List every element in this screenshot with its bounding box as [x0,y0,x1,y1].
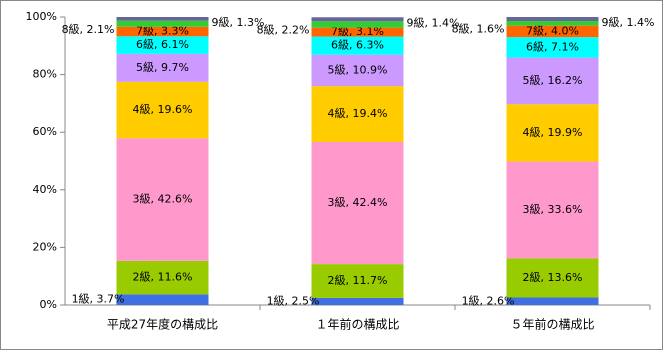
bar-segment [116,17,209,21]
data-label: 7級, 4.0% [526,24,579,37]
bar-segment [506,37,599,58]
bar-segment [506,258,599,298]
x-tick-label: １年前の構成比 [315,317,399,332]
y-tick-label: 80% [33,68,57,81]
bar-segment [311,141,404,265]
data-label: 9級, 1.4% [407,16,460,29]
bar-segment [506,161,599,259]
bar-segment [311,86,404,142]
x-tick-label: 平成27年度の構成比 [107,317,218,332]
data-label: 8級, 1.6% [452,22,505,35]
data-label: 3級, 42.6% [133,193,193,206]
bar-segment [311,21,404,28]
bar-segment [116,81,209,139]
data-label: 4級, 19.6% [133,103,193,116]
y-tick-label: 60% [33,125,57,138]
y-tick-label: 0% [40,298,57,311]
data-label: 6級, 7.1% [526,40,579,53]
bar-segment [116,26,209,37]
bar-segment [116,294,209,305]
bar-segment [311,27,404,37]
data-label: 3級, 33.6% [523,203,583,216]
data-label: 5級, 9.7% [136,61,189,74]
bar-segment [311,17,404,22]
y-tick-label: 100% [26,10,57,23]
x-tick-label: ５年前の構成比 [510,317,594,332]
bar-segment [116,138,209,261]
data-label: 9級, 1.3% [212,16,265,29]
data-label: 8級, 2.1% [62,23,115,36]
data-label: 6級, 6.3% [331,39,384,52]
bar-segment [311,264,404,298]
data-label: 7級, 3.3% [136,25,189,38]
bar-segment [311,297,404,305]
bar-segment [116,36,209,54]
data-label: 5級, 10.9% [328,63,388,76]
bar-segment [506,57,599,105]
data-label: 1級, 2.6% [462,294,515,307]
bar-segment [116,53,209,82]
data-label: 4級, 19.4% [328,107,388,120]
data-label: 1級, 2.5% [267,294,320,307]
data-label: 9級, 1.4% [602,16,655,29]
data-label: 6級, 6.1% [136,38,189,51]
bar-segment [116,260,209,295]
data-label: 2級, 13.6% [523,271,583,284]
data-label: 4級, 19.9% [523,126,583,139]
bar-segment [311,54,404,87]
bar-segment [506,17,599,22]
data-label: 2級, 11.6% [133,271,193,284]
bar-segment [506,104,599,162]
bar-segment [116,20,209,27]
data-label: 7級, 3.1% [331,25,384,38]
data-label: 8級, 2.2% [257,23,310,36]
data-label: 2級, 11.7% [328,274,388,287]
data-label: 1級, 3.7% [72,293,125,306]
bar-segment [311,36,404,55]
bar-segment [506,21,599,26]
bar-segment [506,25,599,38]
bar-segment [506,297,599,305]
data-label: 5級, 16.2% [523,74,583,87]
y-tick-label: 40% [33,183,57,196]
data-label: 3級, 42.4% [328,196,388,209]
y-tick-label: 20% [33,240,57,253]
